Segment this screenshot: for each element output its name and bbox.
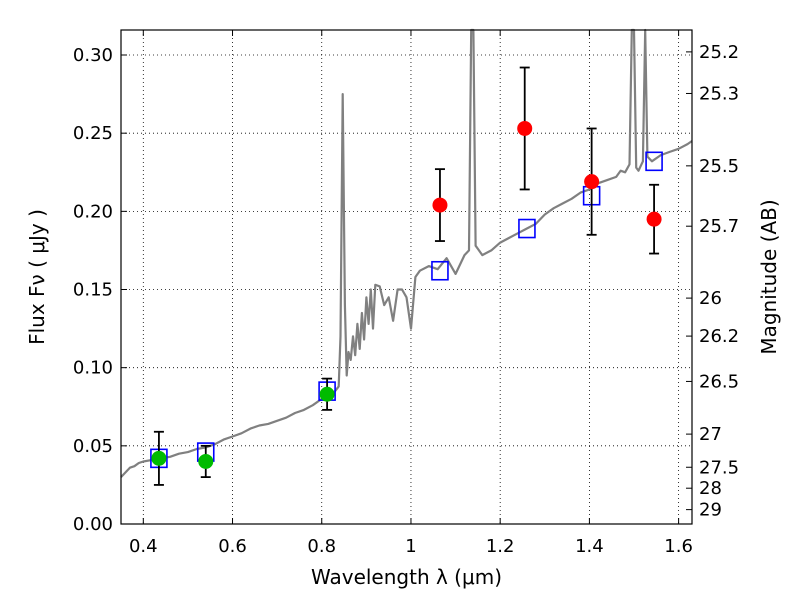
- right-tick-label: 28: [699, 478, 722, 499]
- right-tick-label: 29: [699, 500, 722, 521]
- y-tick-label: 0.30: [73, 45, 113, 66]
- x-axis-title: Wavelength λ (μm): [311, 565, 502, 589]
- nir-data-point: [517, 120, 533, 136]
- error-bars: [153, 66, 660, 486]
- optical-data-point: [151, 450, 167, 466]
- right-tick-label: 26.2: [699, 326, 739, 347]
- right-tick-label: 25.2: [699, 42, 739, 63]
- right-tick-label: 25.3: [699, 83, 739, 104]
- y-tick-label: 0.00: [73, 514, 113, 535]
- y-tick-label: 0.10: [73, 358, 113, 379]
- right-tick-label: 25.5: [699, 156, 739, 177]
- x-tick-label: 0.6: [218, 536, 247, 557]
- right-tick-label: 25.7: [699, 216, 739, 237]
- y-tick-label: 0.05: [73, 436, 113, 457]
- x-tick-label: 1.2: [486, 536, 515, 557]
- optical-data-point: [319, 386, 335, 402]
- x-tick-label: 1.6: [664, 536, 693, 557]
- right-tick-label: 27.5: [699, 457, 739, 478]
- y-tick-label: 0.25: [73, 123, 113, 144]
- nir-data-point: [584, 174, 600, 190]
- x-tick-label: 1.4: [575, 536, 604, 557]
- plot-frame: [120, 29, 693, 525]
- right-tick-label: 26.5: [699, 371, 739, 392]
- model-photometry-square: [645, 151, 663, 172]
- nir-data-point: [646, 211, 662, 227]
- observed-photometry: [151, 120, 662, 469]
- model-photometry-square: [431, 260, 449, 281]
- model-photometry: [150, 151, 663, 469]
- right-tick-label: 26: [699, 288, 722, 309]
- model-photometry-square: [518, 218, 536, 239]
- model-spectrum: [120, 28, 693, 478]
- y-tick-label: 0.20: [73, 201, 113, 222]
- y-axis-title: Flux Fν ( μJy ): [25, 209, 49, 345]
- model-spectrum-line: [120, 28, 693, 478]
- nir-data-point: [432, 197, 448, 213]
- right-axis-title: Magnitude (AB): [757, 199, 781, 354]
- x-tick-label: 0.8: [307, 536, 336, 557]
- x-tick-label: 1: [405, 536, 416, 557]
- right-tick-label: 27: [699, 424, 722, 445]
- x-tick-label: 0.4: [129, 536, 158, 557]
- ticks: 0.4 0.6 0.8 1 1.2 1.4 1.6 0.00 0.05 0.10 0.15 0.20 0…: [73, 30, 739, 557]
- y-tick-label: 0.15: [73, 280, 113, 301]
- optical-data-point: [198, 453, 214, 469]
